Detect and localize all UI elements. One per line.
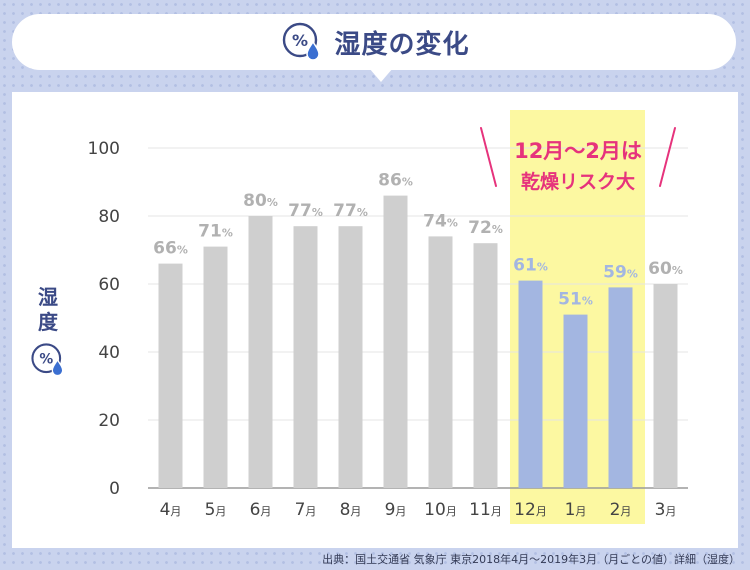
bar bbox=[338, 226, 363, 488]
data-labels: 66% 71% 80% 77% 77% 86% 74% 72% 61% 51% 59% 60% bbox=[153, 171, 683, 310]
data-label: 72% bbox=[468, 218, 503, 238]
y-tick-label: 20 bbox=[98, 411, 120, 431]
percent-droplet-icon: % bbox=[31, 343, 64, 377]
data-label: 74% bbox=[423, 211, 458, 231]
x-tick-label: 5月 bbox=[205, 500, 227, 520]
y-axis-label: 湿 度 % bbox=[30, 285, 66, 379]
y-tick-label: 0 bbox=[109, 479, 120, 499]
bar bbox=[563, 314, 588, 488]
percent-droplet-icon: % bbox=[283, 22, 321, 61]
bar bbox=[653, 284, 678, 488]
title-bubble-tail bbox=[369, 68, 393, 82]
bars bbox=[158, 195, 678, 488]
header: % 湿度の変化 bbox=[0, 14, 750, 70]
bar bbox=[293, 226, 318, 488]
bar bbox=[473, 243, 498, 488]
bar bbox=[428, 236, 453, 488]
x-tick-label: 10月 bbox=[424, 500, 457, 520]
x-tick-label: 9月 bbox=[385, 500, 407, 520]
x-tick-label: 2月 bbox=[610, 500, 632, 520]
data-label: 77% bbox=[333, 201, 368, 221]
x-tick-label: 11月 bbox=[469, 500, 502, 520]
data-label: 60% bbox=[648, 259, 683, 279]
y-tick-label: 60 bbox=[98, 275, 120, 295]
svg-text:%: % bbox=[39, 351, 53, 367]
y-tick-label: 40 bbox=[98, 343, 120, 363]
data-label: 80% bbox=[243, 191, 278, 211]
callout: 12月〜2月は 乾燥リスク大 bbox=[480, 127, 676, 193]
source-note: 出典：国土交通省 気象庁 東京2018年4月〜2019年3月（月ごとの値）詳細（… bbox=[322, 553, 740, 566]
callout-line2: 乾燥リスク大 bbox=[521, 170, 635, 193]
svg-text:%: % bbox=[292, 31, 308, 50]
data-label: 59% bbox=[603, 262, 638, 282]
bar bbox=[158, 263, 183, 488]
data-label: 86% bbox=[378, 171, 413, 191]
bar bbox=[518, 280, 543, 488]
bar bbox=[383, 195, 408, 488]
axis-ticks: 0 20 40 60 80 100 4月 5月 6月 7月 8月 9月 10月 11月 12月 1月 2月 3月 bbox=[88, 139, 677, 520]
y-tick-label: 80 bbox=[98, 207, 120, 227]
grid-lines bbox=[148, 147, 688, 489]
y-tick-label: 100 bbox=[88, 139, 120, 159]
data-label: 71% bbox=[198, 222, 233, 242]
page-title: 湿度の変化 bbox=[334, 29, 470, 60]
callout-slash-right bbox=[659, 127, 676, 187]
data-label: 61% bbox=[513, 256, 548, 276]
bar bbox=[248, 216, 273, 488]
bar bbox=[608, 287, 633, 488]
callout-line1: 12月〜2月は bbox=[514, 139, 642, 163]
x-tick-label: 1月 bbox=[565, 500, 587, 520]
x-tick-label: 12月 bbox=[514, 500, 547, 520]
x-tick-label: 6月 bbox=[250, 500, 272, 520]
data-label: 51% bbox=[558, 290, 593, 310]
x-tick-label: 8月 bbox=[340, 500, 362, 520]
title-bubble bbox=[12, 14, 736, 70]
x-tick-label: 7月 bbox=[295, 500, 317, 520]
data-label: 66% bbox=[153, 239, 188, 259]
y-axis-label-line1: 湿 bbox=[38, 285, 58, 309]
bar bbox=[203, 246, 228, 488]
x-tick-label: 4月 bbox=[160, 500, 182, 520]
callout-slash-left bbox=[480, 127, 497, 187]
y-axis-label-line2: 度 bbox=[38, 310, 58, 334]
data-label: 77% bbox=[288, 201, 323, 221]
x-tick-label: 3月 bbox=[655, 500, 677, 520]
